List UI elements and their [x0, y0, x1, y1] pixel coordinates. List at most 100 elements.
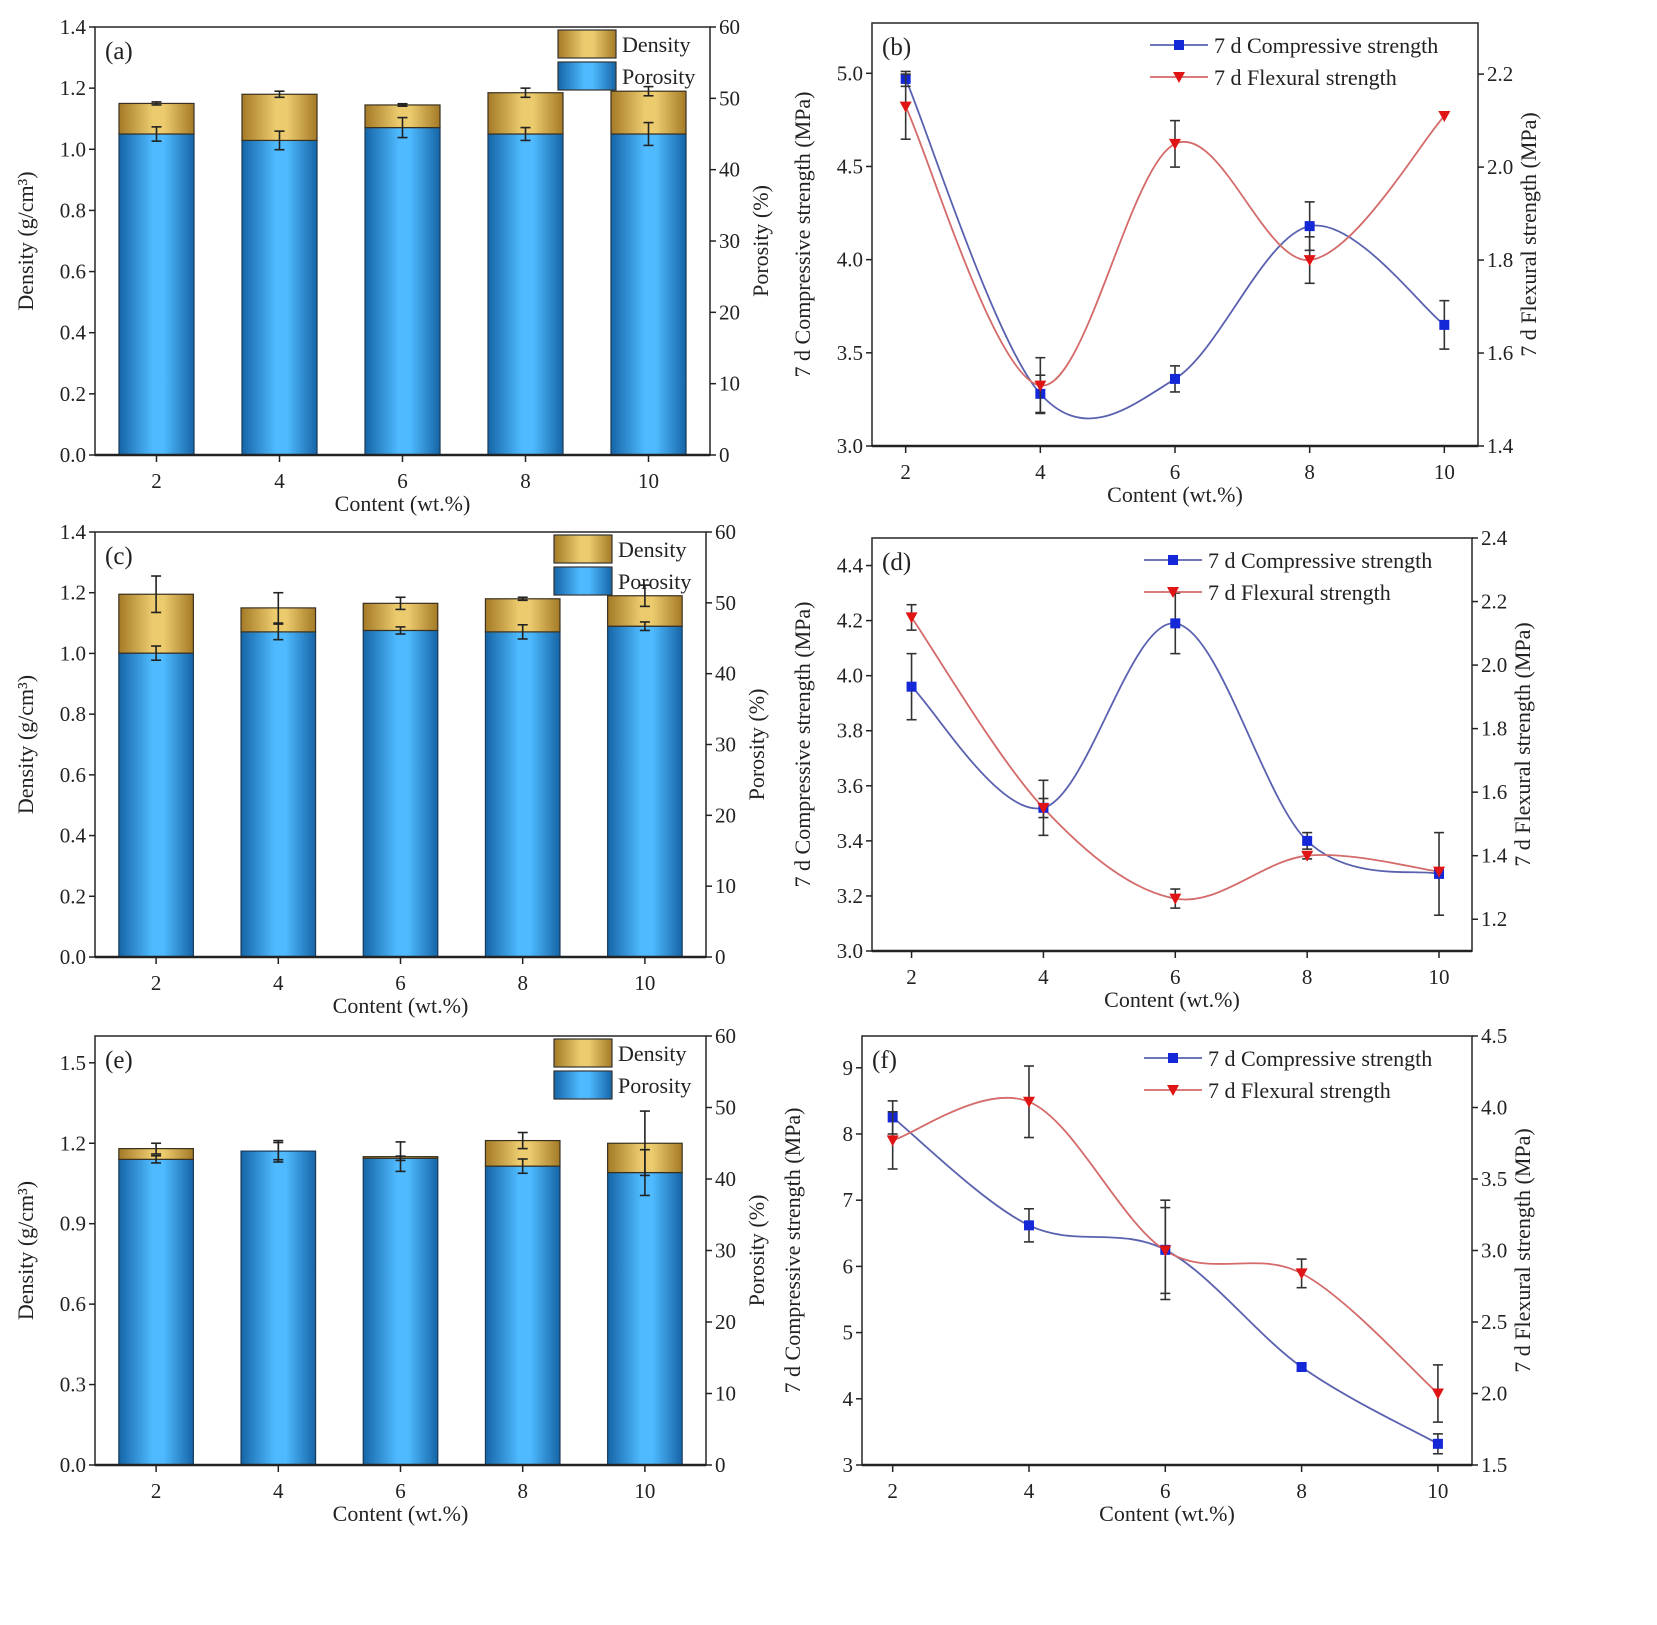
porosity-bar — [607, 625, 683, 958]
x-tick-label: 8 — [1304, 460, 1315, 484]
flexural-marker — [1169, 893, 1182, 905]
y-tick-label: 0.8 — [60, 702, 86, 726]
legend-compressive-marker — [1168, 1053, 1178, 1063]
y2-tick-label: 40 — [715, 662, 736, 686]
y2-tick-label: 30 — [715, 733, 736, 757]
x-tick-label: 8 — [517, 1479, 528, 1503]
porosity-bar — [118, 133, 195, 456]
flexural-marker — [905, 612, 918, 624]
x-tick-label: 4 — [274, 469, 285, 493]
y-tick-label: 8 — [843, 1122, 854, 1146]
x-tick-label: 6 — [395, 1479, 406, 1503]
y-tick-label: 0.6 — [60, 1292, 86, 1316]
legend-compressive-label: 7 d Compressive strength — [1214, 33, 1438, 58]
y-tick-label: 0.6 — [60, 260, 86, 284]
y-tick-label: 0.4 — [60, 824, 87, 848]
y2-tick-label: 1.8 — [1487, 248, 1513, 272]
flexural-marker — [899, 101, 912, 113]
x-tick-label: 4 — [1035, 460, 1046, 484]
y2-tick-label: 3.5 — [1481, 1167, 1507, 1191]
porosity-error-bar — [151, 1154, 162, 1164]
x-axis-title: Content (wt.%) — [1099, 1501, 1235, 1526]
x-tick-label: 6 — [1170, 965, 1181, 989]
x-tick-label: 8 — [1296, 1479, 1307, 1503]
x-axis-title: Content (wt.%) — [335, 491, 471, 516]
y2-tick-label: 2.5 — [1481, 1310, 1507, 1334]
panel-label: (b) — [882, 34, 911, 61]
y-tick-label: 1.2 — [60, 1131, 86, 1155]
legend-density-label: Density — [618, 1041, 686, 1066]
y2-tick-label: 2.0 — [1481, 1382, 1507, 1406]
flexural-marker — [1022, 1096, 1035, 1108]
density-error-bar — [274, 90, 285, 99]
y2-tick-label: 10 — [715, 1382, 736, 1406]
y2-tick-label: 2.2 — [1487, 62, 1513, 86]
porosity-bar — [118, 1158, 194, 1466]
y2-tick-label: 1.2 — [1481, 907, 1507, 931]
y2-tick-label: 40 — [719, 158, 740, 182]
y-tick-label: 3.5 — [837, 341, 863, 365]
panel-e: 0.0 0.3 0.6 0.9 1.2 1.5 0 10 20 30 40 50 60 2 4 6 8 10 Con… — [13, 1024, 769, 1526]
y2-tick-label: 1.8 — [1481, 717, 1507, 741]
x-tick-label: 4 — [1024, 1479, 1035, 1503]
x-axis-title: Content (wt.%) — [1104, 987, 1240, 1012]
y-tick-label: 3.0 — [837, 939, 863, 963]
porosity-error-bar — [639, 1148, 650, 1197]
y2-tick-label: 2.2 — [1481, 590, 1507, 614]
density-error-bar — [517, 1131, 528, 1150]
flexural-marker — [1438, 110, 1451, 122]
porosity-error-bar — [397, 116, 408, 139]
y2-tick-label: 60 — [715, 520, 736, 544]
y-tick-label: 1.4 — [60, 520, 87, 544]
porosity-bar — [607, 1171, 683, 1466]
porosity-bar — [240, 1150, 317, 1466]
density-error-bar — [273, 591, 284, 624]
y-tick-label: 1.5 — [60, 1051, 86, 1075]
porosity-error-bar — [639, 621, 650, 632]
porosity-error-bar — [273, 1141, 284, 1161]
compressive-marker — [1170, 373, 1180, 384]
x-tick-label: 2 — [151, 469, 162, 493]
flexural-line — [910, 616, 1440, 901]
porosity-bar — [364, 126, 441, 456]
x-tick-label: 6 — [1160, 1479, 1171, 1503]
panel-label: (a) — [105, 38, 133, 65]
y-tick-label: 4 — [843, 1387, 854, 1411]
legend-compressive-marker — [1174, 40, 1184, 50]
y-tick-label: 1.0 — [60, 641, 86, 665]
y-tick-label: 0.6 — [60, 763, 86, 787]
porosity-error-bar — [395, 626, 406, 635]
porosity-error-bar — [520, 126, 531, 142]
porosity-bar — [484, 1165, 561, 1466]
y2-tick-label: 20 — [715, 1310, 736, 1334]
y-tick-label: 5.0 — [837, 61, 863, 85]
y2-tick-label: 3.0 — [1481, 1239, 1507, 1263]
y-tick-label: 7 — [843, 1188, 854, 1212]
flexural-marker — [1303, 255, 1316, 267]
y2-tick-label: 2.4 — [1481, 526, 1508, 550]
compressive-marker — [1302, 835, 1313, 846]
flexural-marker — [1433, 866, 1446, 878]
y-tick-label: 3.2 — [837, 884, 863, 908]
compressive-line — [904, 78, 1445, 420]
legend-density-swatch — [553, 534, 613, 564]
density-error-bar — [395, 596, 406, 611]
panel-label: (f) — [872, 1047, 897, 1074]
porosity-bar — [241, 139, 318, 456]
y-tick-label: 3.8 — [837, 719, 863, 743]
y-tick-label: 0.4 — [60, 321, 87, 345]
x-tick-label: 2 — [151, 971, 162, 995]
x-tick-label: 2 — [887, 1479, 898, 1503]
legend-flexural-marker — [1173, 72, 1185, 83]
y-tick-label: 3.0 — [837, 434, 863, 458]
density-error-bar — [151, 575, 162, 614]
legend-porosity-swatch — [553, 566, 613, 596]
flexural-marker — [1295, 1268, 1308, 1280]
porosity-error-bar — [517, 623, 528, 640]
legend-porosity-label: Porosity — [618, 1073, 691, 1098]
panel-label: (e) — [105, 1047, 133, 1074]
porosity-error-bar — [273, 623, 284, 641]
compressive-marker — [1296, 1362, 1307, 1373]
porosity-error-bar — [395, 1155, 406, 1162]
x-tick-label: 2 — [151, 1479, 162, 1503]
